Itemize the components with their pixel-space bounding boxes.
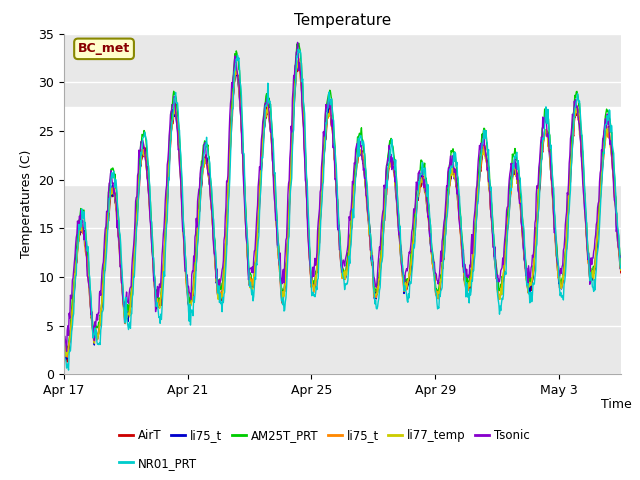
Text: BC_met: BC_met bbox=[78, 42, 130, 55]
Legend: NR01_PRT: NR01_PRT bbox=[115, 452, 202, 474]
Y-axis label: Temperatures (C): Temperatures (C) bbox=[20, 150, 33, 258]
Bar bbox=[64, 107, 621, 184]
Title: Temperature: Temperature bbox=[294, 13, 391, 28]
X-axis label: Time: Time bbox=[601, 398, 632, 411]
